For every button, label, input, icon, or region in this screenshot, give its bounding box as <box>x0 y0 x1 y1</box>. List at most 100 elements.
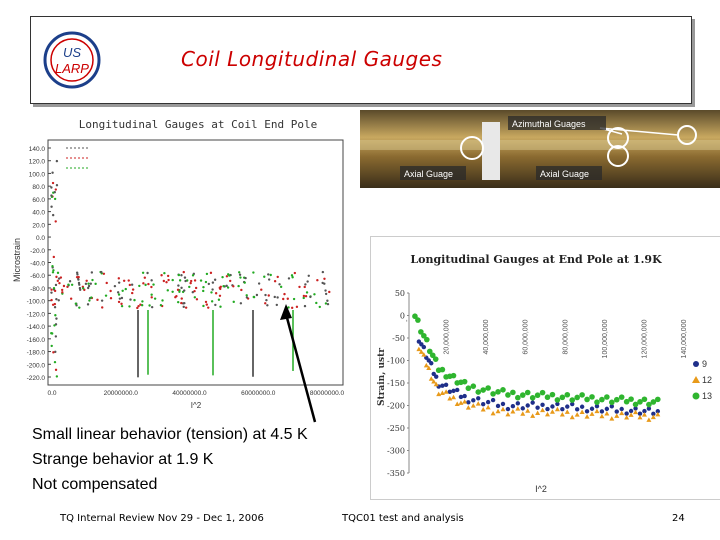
slide-title: Coil Longitudinal Gauges <box>181 47 443 71</box>
chart1-point <box>89 282 92 285</box>
chart2-point <box>565 404 570 409</box>
chart1-point <box>121 289 124 292</box>
chart2-point <box>500 406 506 412</box>
chart1-x-tick: 20000000.0 <box>104 390 139 397</box>
chart2-x-tick: 120,000,000 <box>641 319 648 358</box>
chart1-point <box>51 303 55 306</box>
chart2-point <box>429 361 434 366</box>
chart2-title: Longitudinal Gauges at End Pole at 1.9K <box>410 253 662 266</box>
chart2-point <box>584 409 590 414</box>
chart1-point <box>174 296 177 299</box>
chart1-point <box>62 284 66 288</box>
chart1-point <box>171 278 174 282</box>
chart2-point <box>418 349 424 354</box>
chart1-point <box>238 271 241 274</box>
chart2-point <box>633 406 638 411</box>
legend-marker-13 <box>692 392 700 400</box>
chart2-point <box>429 352 436 359</box>
chart2-point <box>433 381 439 387</box>
chart1-point <box>290 306 294 310</box>
photo-label-azimuthal: Azimuthal Guages <box>512 119 586 129</box>
chart1-point <box>218 294 222 297</box>
chart2-point <box>475 389 482 395</box>
chart2-point <box>534 392 541 399</box>
chart2-point <box>564 409 570 414</box>
chart1-point <box>118 297 122 300</box>
chart2-point <box>584 396 590 403</box>
chart1-point <box>120 302 123 306</box>
chart1-y-tick: -80.0 <box>30 286 45 293</box>
chart2-point <box>609 416 615 421</box>
chart1-point <box>193 289 196 293</box>
chart2-point <box>428 376 434 381</box>
chart1-y-tick: -200.0 <box>27 362 46 369</box>
chart1-point <box>303 285 306 289</box>
chart1-point <box>264 293 267 297</box>
chart1-y-tick: 60.0 <box>32 197 45 204</box>
chart2-point <box>480 401 486 407</box>
chart1-point <box>161 299 164 302</box>
note-line: Not compensated <box>32 476 158 493</box>
chart1-point <box>315 301 318 305</box>
chart1-point <box>307 274 310 277</box>
chart2-point <box>439 366 446 373</box>
chart2-point <box>594 403 600 409</box>
chart1-point <box>102 272 106 276</box>
chart1-point <box>90 271 94 274</box>
chart2-point <box>599 413 605 419</box>
chart2-point <box>436 391 442 397</box>
chart2-point <box>540 407 546 413</box>
chart1-point <box>105 281 108 285</box>
chart1-point <box>52 351 55 354</box>
chart1-point <box>53 289 57 293</box>
note-line: Small linear behavior (tension) at 4.5 K <box>32 426 308 443</box>
chart1-point <box>61 291 64 294</box>
chart1-point <box>53 324 56 327</box>
chart2-point <box>584 414 590 419</box>
chart2-point <box>535 405 540 410</box>
chart2-point <box>524 389 531 396</box>
chart1-point <box>54 220 57 223</box>
chart1-point <box>54 335 58 338</box>
chart1-point <box>55 298 58 301</box>
chart2-point <box>564 391 571 398</box>
chart1-point <box>59 276 63 279</box>
chart2-point <box>500 387 506 393</box>
chart2-point <box>421 344 427 350</box>
chart1-point <box>122 279 126 282</box>
chart1-point <box>77 278 80 281</box>
chart2-point <box>510 409 516 414</box>
chart1-point <box>150 305 154 309</box>
chart1-point <box>141 271 145 274</box>
chart1-y-tick: 40.0 <box>32 210 45 217</box>
chart1-point <box>321 281 324 285</box>
pointer-arrow <box>280 304 317 423</box>
chart2-point <box>589 411 595 416</box>
chart2-point <box>655 409 661 414</box>
chart1-point <box>205 303 208 306</box>
chart2-y-tick: 0 <box>400 312 405 321</box>
chart1-point <box>141 300 144 303</box>
chart1-point <box>146 271 149 275</box>
chart1-point <box>87 284 91 288</box>
chart1-point <box>60 288 64 292</box>
chart1-point <box>217 298 221 301</box>
chart2-point <box>480 387 486 393</box>
chart-coil-end-pole: Longitudinal Gauges at Coil End Pole 140… <box>8 110 360 412</box>
chart2-point <box>470 403 476 408</box>
chart2-point <box>614 409 619 414</box>
chart2-point <box>443 389 449 394</box>
chart2-y-tick: -50 <box>392 334 405 343</box>
chart2-y-tick: -350 <box>387 469 405 478</box>
chart1-point <box>120 304 124 308</box>
chart1-point <box>142 282 145 285</box>
chart1-point <box>324 292 328 296</box>
chart1-point <box>58 281 61 285</box>
chart1-point <box>51 271 55 274</box>
chart1-x-tick: 0.0 <box>47 390 56 397</box>
chart1-point <box>278 283 281 286</box>
chart2-point <box>485 399 491 405</box>
chart2-point <box>505 406 511 412</box>
chart1-point <box>244 276 247 280</box>
chart1-point <box>117 293 121 296</box>
